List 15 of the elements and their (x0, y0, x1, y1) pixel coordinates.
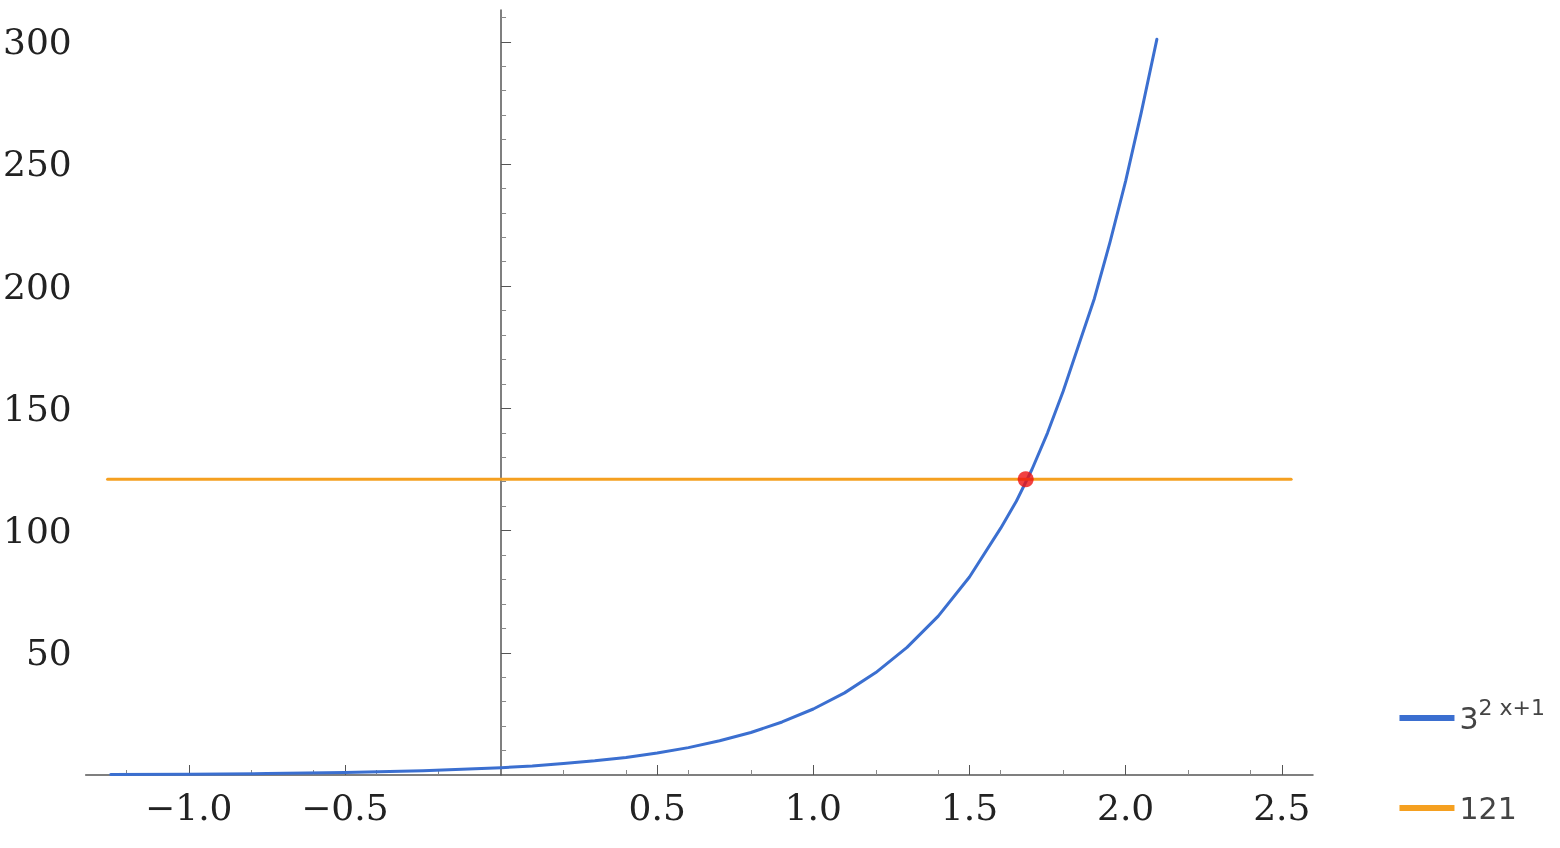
y-tick-label: 300 (2, 21, 72, 63)
x-tick-label: 1.5 (940, 786, 999, 828)
x-tick-label: 2.0 (1097, 786, 1155, 828)
legend-label: 121 (1459, 790, 1517, 826)
y-tick-label: 150 (2, 387, 72, 429)
x-tick-label: −0.5 (301, 786, 389, 828)
x-tick-label: 1.0 (784, 786, 842, 828)
y-tick-label: 50 (25, 632, 72, 674)
x-tick-label: 2.5 (1253, 786, 1311, 828)
line-series (109, 37, 1159, 777)
x-tick-label: 0.5 (628, 786, 686, 828)
y-tick-label: 100 (2, 510, 72, 552)
y-tick-label: 200 (2, 265, 72, 307)
x-tick-label: −1.0 (145, 786, 233, 828)
y-tick-label: 250 (2, 143, 72, 185)
